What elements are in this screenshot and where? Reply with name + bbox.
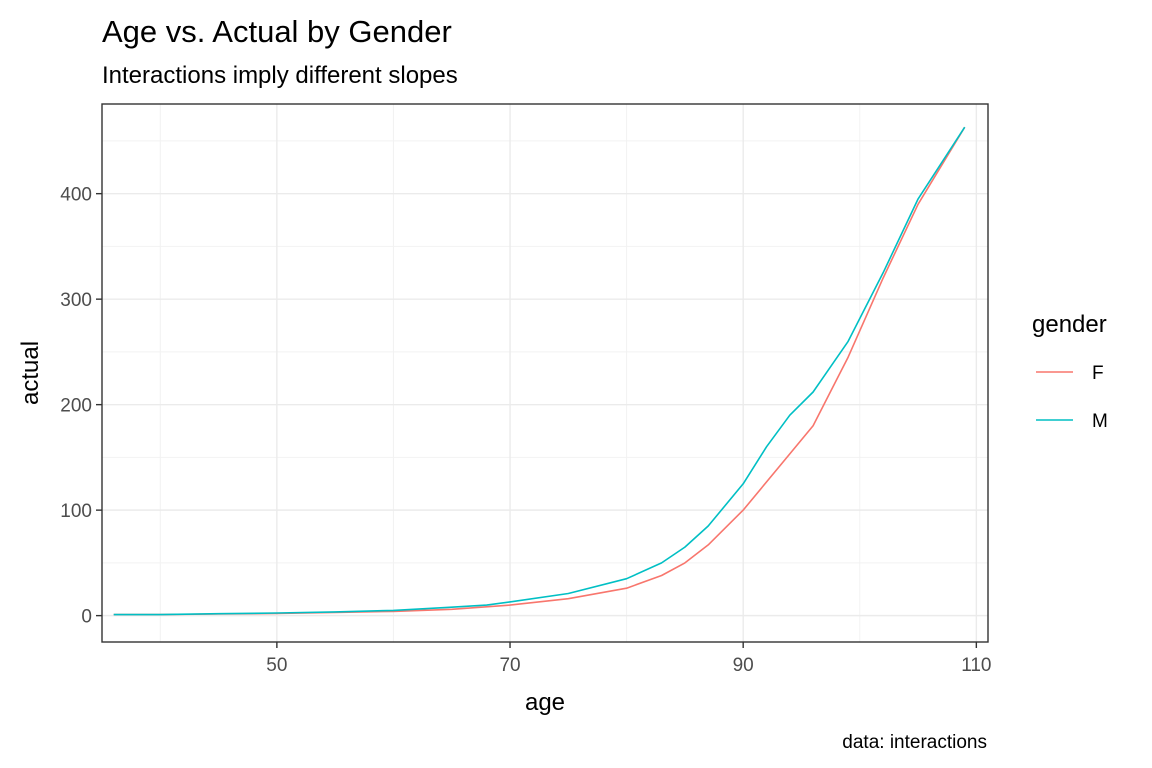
- plot-panel-background: [102, 104, 988, 642]
- legend-label-f: F: [1092, 363, 1104, 384]
- chart-subtitle: Interactions imply different slopes: [102, 62, 458, 89]
- legend-title: gender: [1032, 311, 1107, 338]
- y-axis-title: actual: [17, 341, 44, 405]
- x-tick-label: 90: [733, 655, 754, 676]
- y-tick-label: 200: [60, 396, 92, 417]
- x-axis-title: age: [525, 689, 565, 716]
- y-tick-label: 100: [60, 501, 92, 522]
- y-tick-label: 300: [60, 290, 92, 311]
- chart-title: Age vs. Actual by Gender: [102, 14, 452, 49]
- plot-panel-border: [101, 103, 989, 643]
- legend-items: FM: [1036, 363, 1108, 432]
- legend-label-m: M: [1092, 411, 1108, 432]
- series-line-m: [113, 126, 966, 616]
- grid-lines: [102, 104, 988, 642]
- legend: gender FM: [1032, 311, 1108, 432]
- chart-caption: data: interactions: [842, 732, 987, 753]
- series-lines: [113, 126, 966, 616]
- y-tick-label: 400: [60, 185, 92, 206]
- x-tick-label: 70: [499, 655, 520, 676]
- axis-ticks: 50 70 90 110 0 100 200 300 400: [60, 185, 991, 676]
- x-tick-label: 110: [961, 655, 991, 676]
- x-tick-label: 50: [266, 655, 287, 676]
- y-tick-label: 0: [81, 607, 92, 628]
